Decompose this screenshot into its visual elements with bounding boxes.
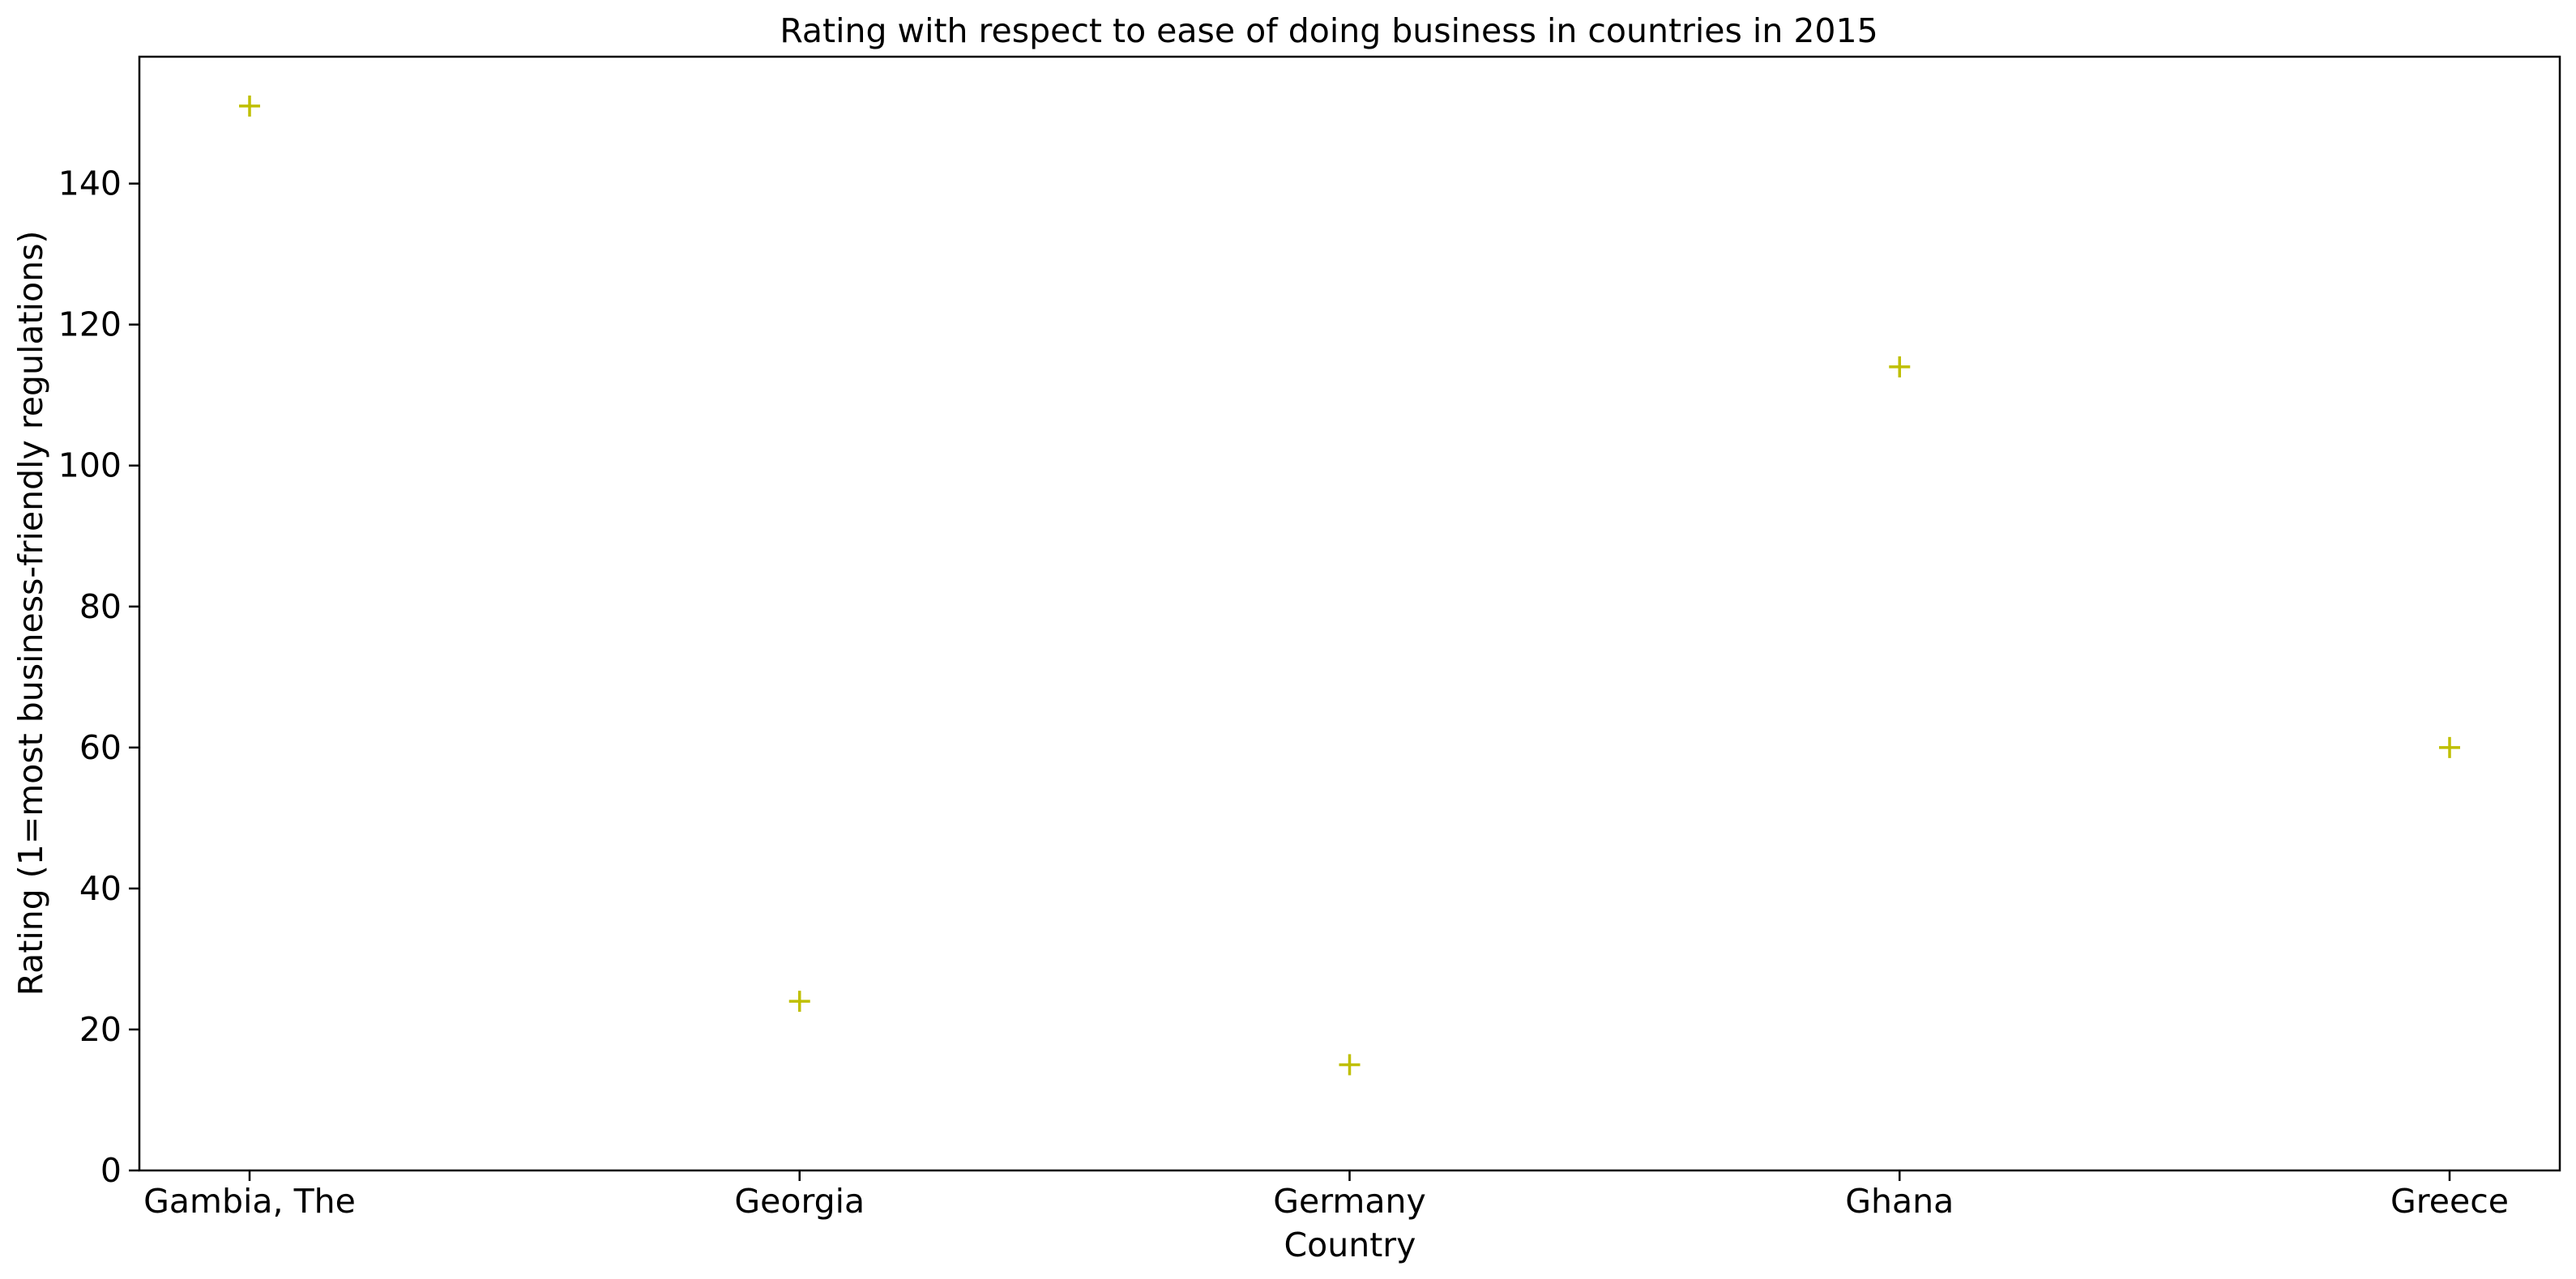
- y-tick-label: 140: [58, 164, 122, 203]
- y-tick-label: 40: [79, 869, 122, 908]
- chart-title: Rating with respect to ease of doing bus…: [780, 11, 1878, 50]
- plot-area: [138, 55, 2561, 1172]
- data-point: [1339, 1054, 1361, 1076]
- y-tick-label: 80: [79, 587, 122, 626]
- y-tick-label: 100: [58, 446, 122, 485]
- y-axis: 0 20 40 60 80 100 120 140: [58, 164, 139, 1190]
- y-tick-label: 60: [79, 728, 122, 767]
- data-point: [2439, 736, 2460, 758]
- data-point: [239, 95, 260, 117]
- data-point: [788, 991, 810, 1013]
- y-tick-label: 120: [58, 305, 122, 344]
- data-point: [1889, 356, 1911, 377]
- data-points: [239, 95, 2460, 1076]
- x-tick-label: Germany: [1273, 1182, 1425, 1221]
- x-tick-label: Gambia, The: [143, 1182, 356, 1221]
- x-tick-label: Ghana: [1845, 1182, 1954, 1221]
- x-tick-label: Georgia: [734, 1182, 865, 1221]
- y-axis-label: Rating (1=most business-friendly regulat…: [11, 231, 50, 996]
- x-axis: Gambia, The Georgia Germany Ghana Greece: [143, 1170, 2509, 1221]
- x-tick-label: Greece: [2390, 1182, 2509, 1221]
- x-axis-label: Country: [1284, 1226, 1416, 1264]
- y-tick-label: 0: [100, 1151, 122, 1190]
- y-tick-label: 20: [79, 1010, 122, 1049]
